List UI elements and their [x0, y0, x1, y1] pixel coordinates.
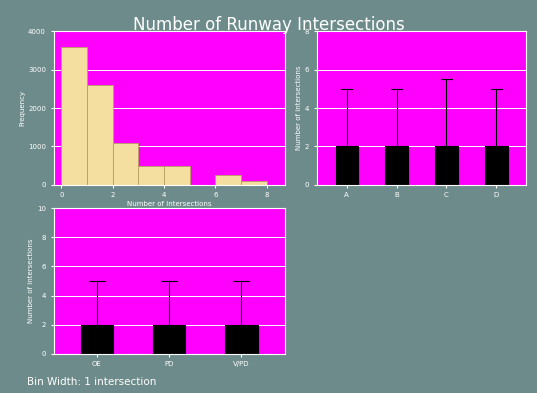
Bar [139, 165, 164, 185]
Y-axis label: Number of intersections: Number of intersections [28, 239, 34, 323]
Bar [164, 165, 190, 185]
X-axis label: Number of intersections: Number of intersections [127, 201, 212, 207]
PathPatch shape [153, 325, 185, 354]
Text: Number of Runway Intersections: Number of Runway Intersections [133, 16, 404, 34]
PathPatch shape [225, 325, 258, 354]
PathPatch shape [386, 146, 408, 185]
Bar [87, 85, 113, 185]
Y-axis label: Number of intersections: Number of intersections [296, 66, 302, 151]
PathPatch shape [436, 146, 458, 185]
PathPatch shape [336, 146, 358, 185]
Text: Bin Width: 1 intersection: Bin Width: 1 intersection [27, 377, 156, 387]
Bar [61, 47, 87, 185]
Bar [215, 175, 241, 185]
Bar [241, 181, 267, 185]
PathPatch shape [81, 325, 113, 354]
PathPatch shape [485, 146, 507, 185]
Bar [113, 143, 139, 185]
Y-axis label: Frequency: Frequency [19, 90, 25, 126]
